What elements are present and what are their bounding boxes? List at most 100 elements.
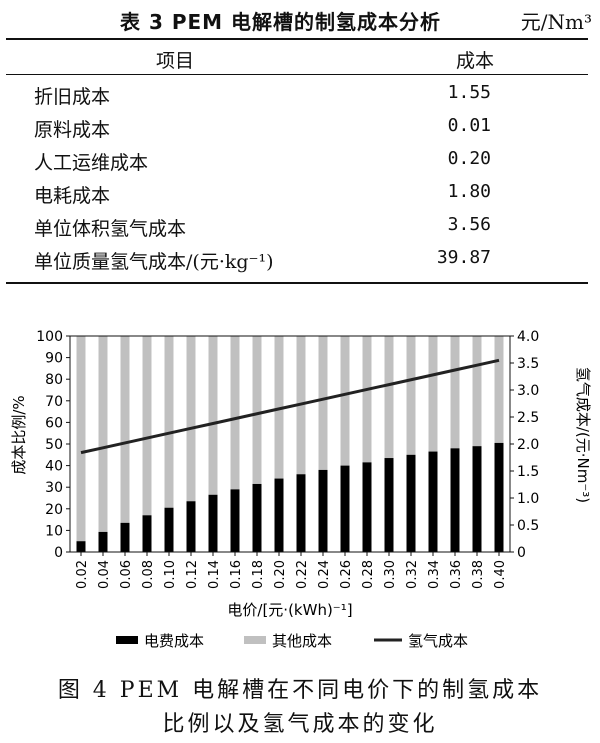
bar-power-cost bbox=[318, 469, 328, 552]
x-tick-label: 0.26 bbox=[339, 560, 354, 589]
bar-power-cost bbox=[384, 458, 394, 552]
x-tick-label: 0.18 bbox=[251, 560, 266, 589]
table-bottom-rule bbox=[6, 282, 588, 284]
bar-power-cost bbox=[142, 515, 152, 552]
bar-power-cost bbox=[406, 454, 416, 552]
table-unit: 元/Nm³ bbox=[520, 10, 592, 34]
table-row: 电耗成本 1.80 bbox=[6, 177, 588, 210]
figure-caption-line2: 比例以及氢气成本的变化 bbox=[162, 712, 438, 737]
hydrogen-cost-line bbox=[80, 358, 500, 455]
x-tick-label: 0.08 bbox=[141, 560, 156, 589]
bar-other-cost bbox=[406, 336, 416, 455]
x-axis-label: 电价/[元·(kWh)⁻¹] bbox=[227, 601, 352, 619]
y2-tick-label: 3.5 bbox=[517, 356, 539, 372]
y2-tick-label: 1.5 bbox=[517, 464, 539, 480]
table-row: 单位体积氢气成本 3.56 bbox=[6, 210, 588, 243]
x-tick-label: 0.32 bbox=[405, 560, 420, 589]
x-tick-label: 0.02 bbox=[75, 560, 90, 589]
row-value: 1.80 bbox=[447, 181, 491, 202]
bar-other-cost bbox=[208, 336, 218, 495]
bar-other-cost bbox=[252, 336, 262, 484]
bar-power-cost bbox=[164, 507, 174, 552]
x-tick-label: 0.12 bbox=[185, 560, 200, 589]
bar-other-cost bbox=[318, 336, 328, 470]
x-tick-label: 0.24 bbox=[317, 560, 332, 589]
y-tick-label: 100 bbox=[36, 329, 63, 345]
header-item: 项目 bbox=[156, 50, 195, 72]
y2-tick-label: 1.0 bbox=[517, 491, 539, 507]
bar-other-cost bbox=[186, 336, 196, 502]
bar-other-cost bbox=[472, 336, 482, 447]
bar-other-cost bbox=[142, 336, 152, 516]
figure-caption-line1: 图 4 PEM 电解槽在不同电价下的制氢成本 bbox=[57, 678, 543, 703]
row-value: 0.01 bbox=[447, 115, 491, 136]
bar-power-cost bbox=[428, 451, 438, 552]
y2-tick-label: 3.0 bbox=[517, 383, 539, 399]
table-row: 人工运维成本 0.20 bbox=[6, 144, 588, 177]
row-item: 原料成本 bbox=[34, 119, 111, 141]
y-tick-label: 50 bbox=[45, 437, 63, 453]
chart-svg: 0 10 20 30 40 50 60 70 80 90 100 0 0.5 1.0 1.5 2.0 2.5 3.… bbox=[10, 329, 592, 650]
bar-power-cost bbox=[120, 522, 130, 552]
x-tick-label: 0.22 bbox=[295, 560, 310, 589]
bar-other-cost bbox=[230, 336, 240, 490]
y-tick-label: 80 bbox=[45, 372, 63, 388]
bar-power-cost bbox=[340, 465, 350, 552]
y2-tick-label: 2.0 bbox=[517, 437, 539, 453]
y2-tick-label: 0 bbox=[517, 545, 526, 561]
x-tick-label: 0.40 bbox=[493, 560, 508, 589]
x-tick-label: 0.28 bbox=[361, 560, 376, 589]
y-axis-label: 成本比例/% bbox=[10, 395, 28, 474]
bar-other-cost bbox=[428, 336, 438, 452]
plot-frame bbox=[69, 335, 511, 553]
table-row: 原料成本 0.01 bbox=[6, 111, 588, 144]
bar-other-cost bbox=[494, 336, 504, 443]
legend-label-hydrogen: 氢气成本 bbox=[408, 632, 468, 650]
x-tick-label: 0.38 bbox=[471, 560, 486, 589]
bar-other-cost bbox=[362, 336, 372, 463]
y-tick-label: 70 bbox=[45, 394, 63, 410]
bar-power-cost bbox=[186, 501, 196, 552]
axes-group: 0 10 20 30 40 50 60 70 80 90 100 0 0.5 1.0 1.5 2.0 2.5 3.… bbox=[36, 329, 539, 589]
bar-other-cost bbox=[120, 336, 130, 523]
y2-tick-label: 0.5 bbox=[517, 518, 539, 534]
table-title-text: 表 3 PEM 电解槽的制氢成本分析 bbox=[120, 10, 442, 34]
bar-power-cost bbox=[472, 446, 482, 552]
row-item: 单位体积氢气成本 bbox=[34, 218, 187, 240]
bar-power-cost bbox=[494, 442, 504, 552]
table-header-rule bbox=[6, 74, 588, 75]
y2-tick-label: 4.0 bbox=[517, 329, 539, 345]
legend-label-power: 电费成本 bbox=[144, 632, 204, 650]
y-tick-label: 10 bbox=[45, 523, 63, 539]
header-cost: 成本 bbox=[456, 50, 495, 72]
y-tick-label: 90 bbox=[45, 351, 63, 367]
x-tick-label: 0.34 bbox=[427, 560, 442, 589]
legend: 电费成本 其他成本 氢气成本 bbox=[116, 632, 468, 650]
bars-group bbox=[76, 336, 504, 552]
legend-label-other: 其他成本 bbox=[272, 632, 332, 650]
table-top-rule bbox=[6, 38, 588, 40]
bar-other-cost bbox=[340, 336, 350, 466]
row-item: 人工运维成本 bbox=[34, 152, 149, 174]
legend-swatch-power bbox=[116, 636, 138, 644]
bar-power-cost bbox=[208, 494, 218, 552]
y2-axis-label: 氢气成本/(元·Nm⁻³) bbox=[574, 367, 592, 503]
x-tick-label: 0.04 bbox=[97, 560, 112, 589]
y2-tick-label: 2.5 bbox=[517, 410, 539, 426]
bar-power-cost bbox=[362, 462, 372, 552]
bar-other-cost bbox=[98, 336, 108, 532]
row-item: 折旧成本 bbox=[34, 86, 111, 108]
table-row: 单位质量氢气成本/(元·kg⁻¹) 39.87 bbox=[6, 243, 588, 276]
row-value: 3.56 bbox=[447, 214, 491, 235]
y-tick-label: 40 bbox=[45, 459, 63, 475]
bar-power-cost bbox=[274, 478, 284, 552]
bar-power-cost bbox=[296, 474, 306, 552]
bar-other-cost bbox=[384, 336, 394, 459]
bar-power-cost bbox=[252, 483, 262, 552]
x-tick-label: 0.06 bbox=[119, 560, 134, 589]
row-item: 电耗成本 bbox=[34, 185, 111, 207]
row-value: 0.20 bbox=[447, 148, 491, 169]
bar-other-cost bbox=[164, 336, 174, 508]
x-tick-label: 0.16 bbox=[229, 560, 244, 589]
table-title: 表 3 PEM 电解槽的制氢成本分析 元/Nm³ bbox=[0, 4, 600, 34]
